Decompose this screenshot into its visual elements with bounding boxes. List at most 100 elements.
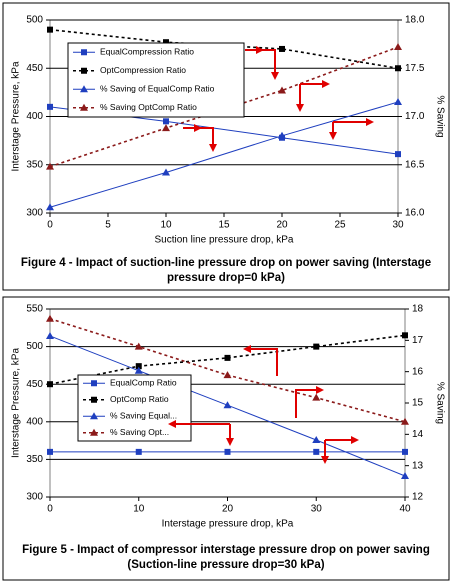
y-tick-label: 500 [26,15,43,26]
arrow [243,345,278,376]
arrow [295,386,324,418]
point [313,343,320,350]
x-tick-label: 30 [311,504,323,515]
point [278,86,286,94]
y2-tick-label: 17.5 [405,63,425,74]
x-tick-label: 20 [276,220,288,231]
x-tick-label: 10 [160,220,172,231]
legend-label: EqualCompression Ratio [100,47,194,57]
legend-box [67,42,245,118]
point [47,103,53,110]
y-tick-label: 300 [26,492,43,503]
point [46,162,54,170]
x-tick-label: 40 [399,504,411,515]
point [47,26,53,33]
legend-label: % Saving OptComp Ratio [100,102,197,112]
point [223,371,232,379]
point [223,401,232,409]
legend-marker [90,412,98,420]
point [46,331,54,339]
x-tick-label: 0 [47,220,53,231]
point [224,354,231,361]
legend-marker [91,380,97,387]
y-tick-label: 550 [26,304,43,315]
y2-tick-label: 14 [412,429,424,440]
y-axis-label: Interstage Pressure, kPa [11,348,22,458]
y-tick-label: 300 [26,208,43,219]
legend-label: % Saving of EqualComp Ratio [100,84,215,94]
x-tick-label: 0 [47,504,53,515]
legend-box [77,374,192,442]
panel-frame [2,2,450,291]
x-tick-label: 20 [222,504,234,515]
point [163,39,169,46]
y2-tick-label: 17.0 [405,111,425,122]
y2-tick-label: 13 [412,460,424,471]
series-line [49,101,399,208]
caption: Figure 5 - Impact of compressor intersta… [22,544,430,571]
legend-marker [81,49,87,56]
legend-label: EqualComp Ratio [110,378,177,388]
y-axis-label: Interstage Pressure, kPa [11,61,22,171]
y2-axis-label: % Saving [434,382,445,424]
legend-marker [91,396,97,403]
y2-tick-label: 18.0 [405,15,425,26]
point [313,448,320,455]
point [47,381,53,388]
x-tick-label: 5 [105,220,111,231]
x-tick-label: 25 [334,220,346,231]
y-tick-label: 350 [26,159,43,170]
y2-tick-label: 17 [412,335,424,346]
legend-marker [90,428,98,436]
point [312,393,321,401]
legend-label: OptCompression Ratio [100,65,186,75]
point [224,448,231,455]
y2-tick-label: 18 [412,304,424,315]
x-tick-label: 30 [392,220,404,231]
y2-tick-label: 16 [412,366,424,377]
series-line [49,334,406,385]
y-tick-label: 350 [26,454,43,465]
point [162,168,170,176]
y2-tick-label: 16.5 [405,159,425,170]
point [312,435,321,443]
legend-label: % Saving Equal... [110,411,177,421]
point [395,65,401,72]
legend-label: OptComp Ratio [110,394,169,404]
point [46,203,54,211]
point [394,98,402,106]
point [47,448,53,455]
y2-tick-label: 15 [412,398,424,409]
y2-tick-label: 16.0 [405,208,425,219]
point [402,332,408,339]
point [278,131,286,139]
x-tick-label: 15 [218,220,230,231]
legend-marker [81,67,87,74]
legend-marker [80,103,88,111]
point [135,448,142,455]
y2-tick-label: 12 [412,492,424,503]
point [402,448,408,455]
point [135,363,142,370]
y-tick-label: 400 [26,416,43,427]
y-tick-label: 500 [26,341,43,352]
point [134,366,143,374]
point [395,151,401,158]
series-line [49,46,399,168]
x-axis-label: Suction line pressure drop, kPa [155,235,294,246]
point [162,124,170,132]
y-tick-label: 400 [26,111,43,122]
point [279,45,285,52]
y-tick-label: 450 [26,63,43,74]
point [134,342,143,350]
point [46,314,54,322]
y2-axis-label: % Saving [434,95,445,137]
x-axis-label: Interstage pressure drop, kPa [162,519,294,530]
legend-label: % Saving Opt... [110,427,169,437]
y-tick-label: 450 [26,379,43,390]
x-tick-label: 10 [133,504,145,515]
caption: Figure 4 - Impact of suction-line pressu… [20,257,432,284]
point [163,118,169,125]
